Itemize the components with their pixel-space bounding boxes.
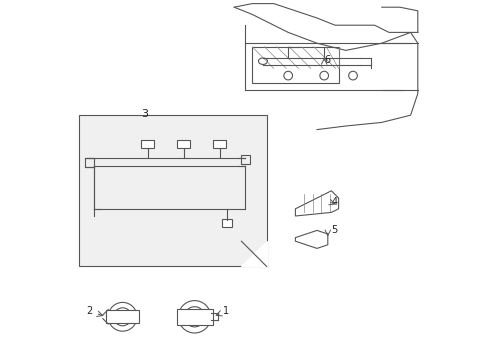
Bar xyxy=(176,309,213,325)
Text: 4: 4 xyxy=(331,197,338,207)
Bar xyxy=(141,140,154,148)
Bar xyxy=(177,140,190,148)
Bar xyxy=(213,140,226,148)
Text: 6: 6 xyxy=(324,55,330,65)
Bar xyxy=(242,155,250,164)
Text: 3: 3 xyxy=(141,109,147,119)
Text: 1: 1 xyxy=(223,306,229,316)
Text: 2: 2 xyxy=(86,306,92,316)
Bar xyxy=(85,158,94,167)
Bar xyxy=(221,219,232,227)
FancyBboxPatch shape xyxy=(79,115,267,266)
Text: 5: 5 xyxy=(331,225,338,235)
Bar xyxy=(252,47,339,83)
Bar xyxy=(106,310,139,323)
Polygon shape xyxy=(242,241,267,266)
